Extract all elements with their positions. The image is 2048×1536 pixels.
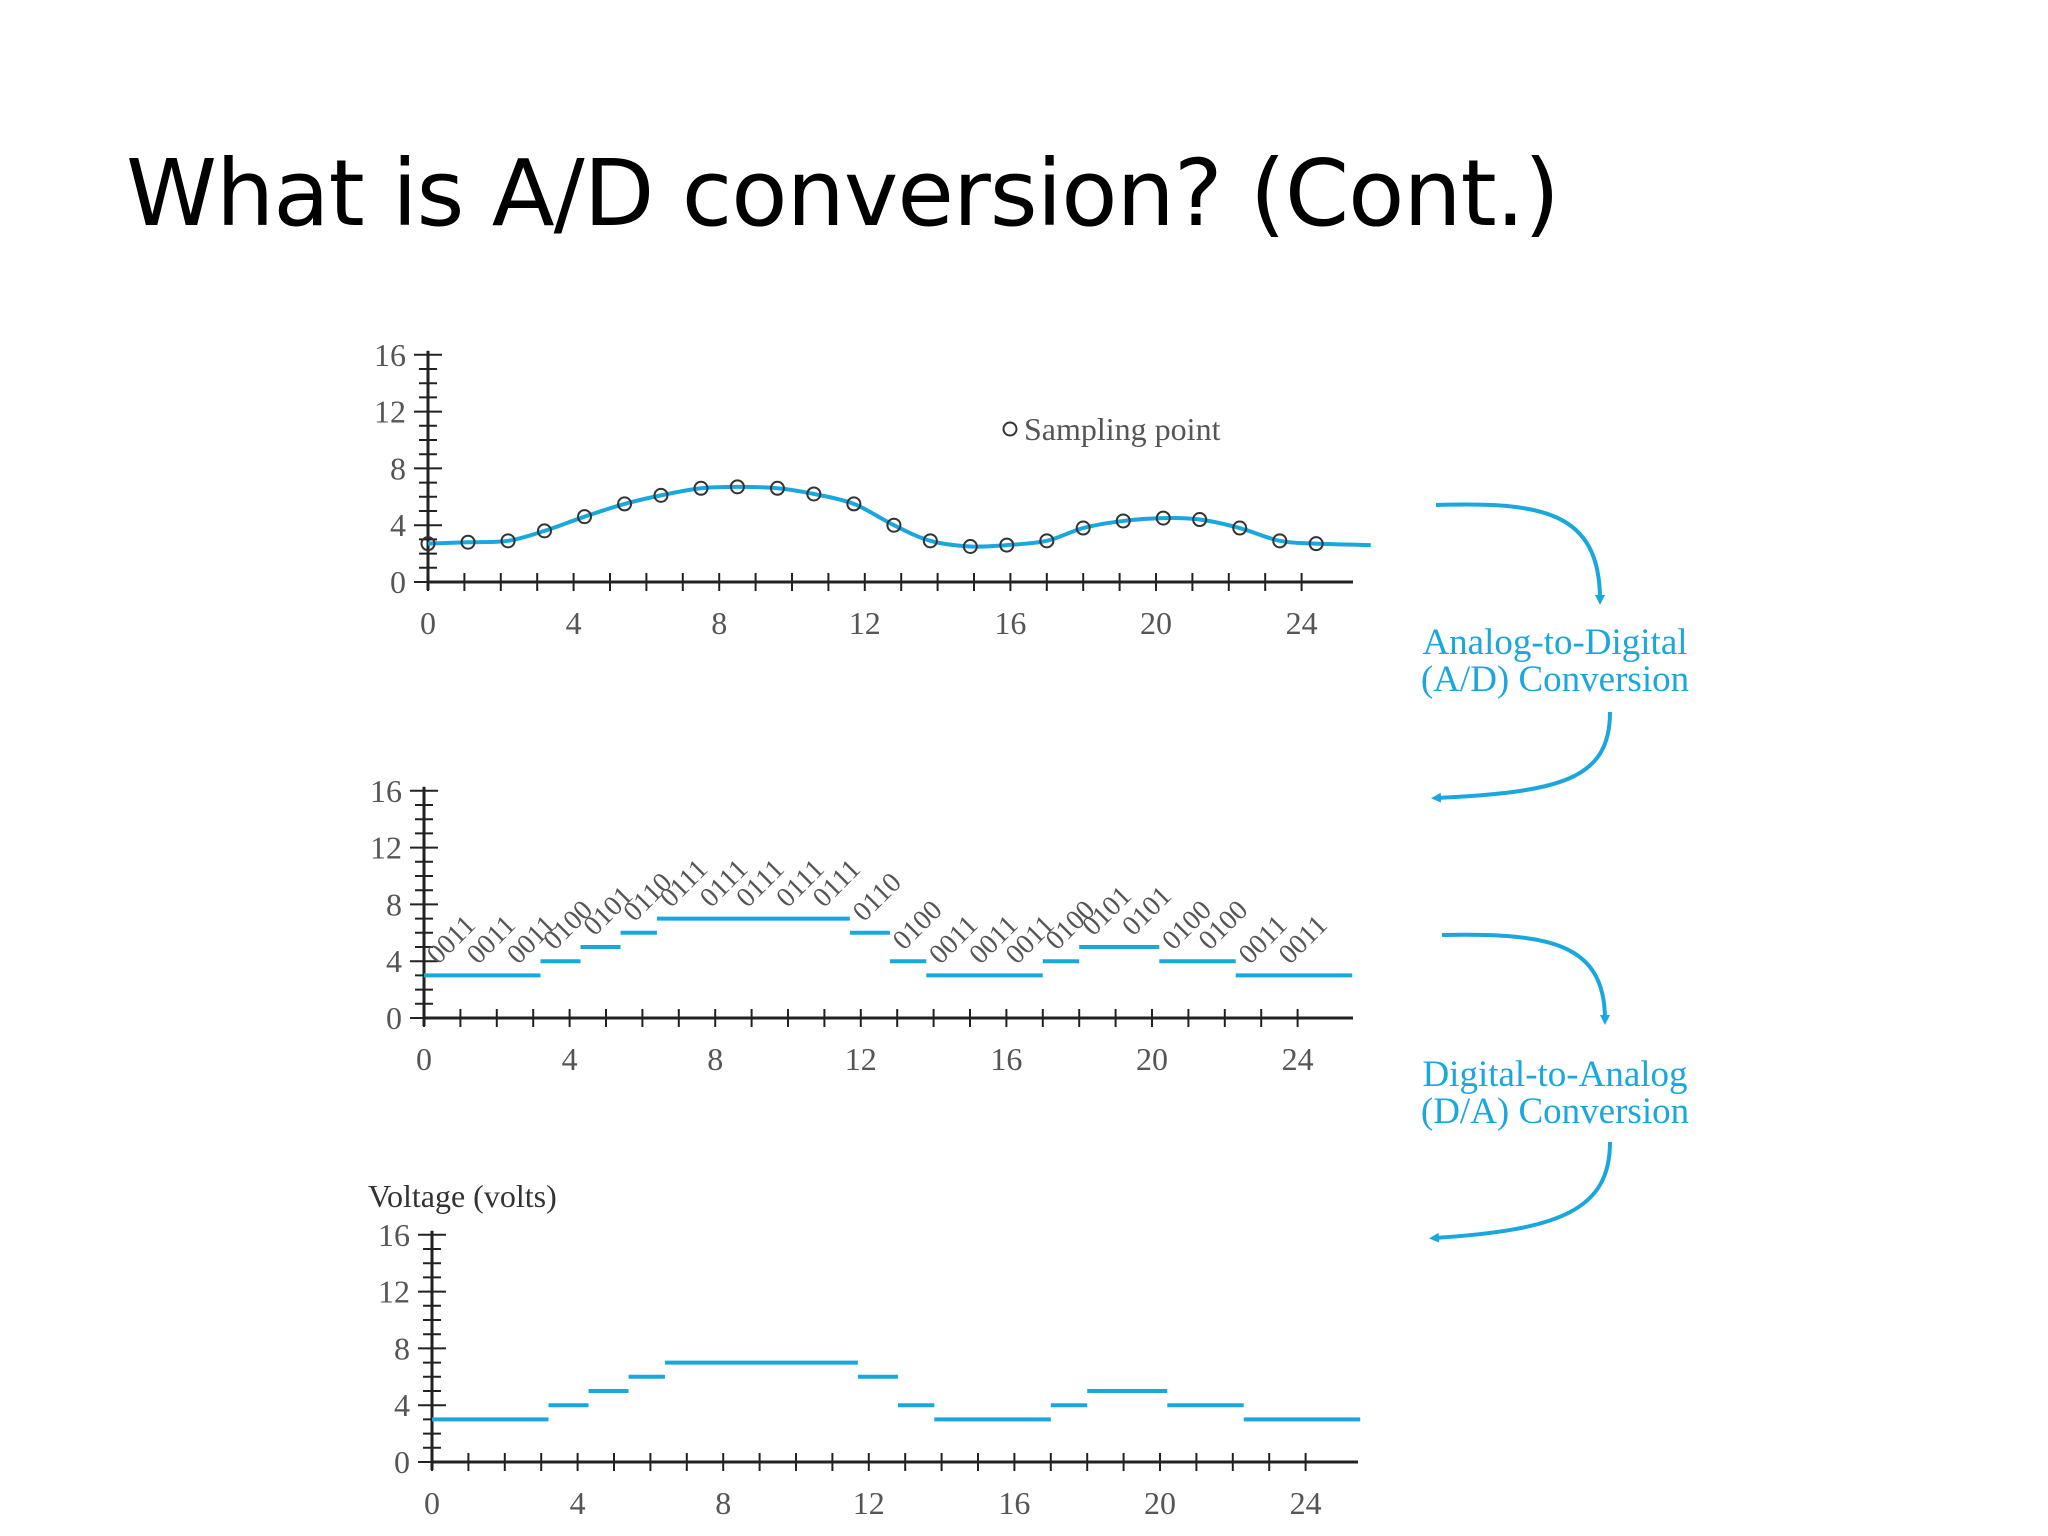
sampling-point (460, 534, 476, 550)
ad-arrow-top (1435, 502, 1605, 605)
y-tick-label: 12 (374, 394, 406, 430)
digital-codes-chart: 0 4 8 12 16 20 2416128400011001100110100010101… (370, 773, 1353, 1077)
sampling-point (999, 537, 1015, 553)
x-tick-label: 24 (1290, 1485, 1322, 1521)
sampling-point (1308, 536, 1324, 552)
analog-signal-line (427, 484, 1371, 549)
y-tick-label: 0 (386, 1000, 402, 1036)
sampling-point (1192, 512, 1208, 528)
x-tick-label: 12 (849, 605, 881, 641)
sampling-point (693, 480, 709, 496)
x-tick-label: 4 (562, 1041, 578, 1077)
x-tick-label: 12 (853, 1485, 885, 1521)
x-tick-label: 4 (570, 1485, 586, 1521)
x-tick-label: 0 (416, 1041, 432, 1077)
sampling-point (1232, 520, 1248, 536)
sampling-point (420, 536, 436, 552)
y-tick-label: 4 (390, 507, 406, 543)
da-label-line1: Digital-to-Analog (1422, 1054, 1688, 1095)
analog-signal-chart: 0 4 8 12 16 20 24 16 12 8 4 0 Sampling point (374, 337, 1371, 641)
x-tick-label: 4 (566, 605, 582, 641)
da-arrow-bottom (1429, 1141, 1612, 1243)
x-tick-label: 0 (424, 1485, 440, 1521)
sampling-point (1075, 520, 1091, 536)
sampling-point (1272, 533, 1288, 549)
sampling-point (769, 480, 785, 496)
y-tick-label: 8 (394, 1330, 410, 1366)
sampling-point (617, 496, 633, 512)
sampling-point (962, 539, 978, 554)
sampling-point (653, 487, 669, 503)
sampling-point (922, 533, 938, 549)
x-tick-label: 24 (1282, 1041, 1314, 1077)
y-tick-label: 12 (370, 830, 402, 866)
y-tick-label: 0 (394, 1444, 410, 1480)
sampling-point (1155, 510, 1171, 526)
da-label-line2: (D/A) Conversion (1420, 1091, 1690, 1132)
da-conversion-label: Digital-to-Analog (D/A) Conversion (1395, 1056, 1715, 1130)
sampling-point (806, 486, 822, 502)
x-tick-label: 8 (711, 605, 727, 641)
y-tick-label: 4 (386, 943, 402, 979)
x-tick-label: 24 (1286, 605, 1318, 641)
legend-marker (1002, 421, 1018, 437)
x-tick-label: 16 (990, 1041, 1022, 1077)
binary-code-label: 0011 (1273, 910, 1334, 971)
legend-label: Sampling point (1024, 411, 1221, 447)
y-tick-label: 12 (378, 1274, 410, 1310)
sampling-point (500, 533, 516, 549)
sampling-point (1039, 533, 1055, 549)
y-tick-label: 16 (370, 773, 402, 809)
sampling-point (1115, 513, 1131, 529)
y-tick-label: 8 (386, 886, 402, 922)
x-tick-label: 20 (1144, 1485, 1176, 1521)
x-tick-label: 16 (998, 1485, 1030, 1521)
sampling-point (577, 509, 593, 525)
ad-label-line1: Analog-to-Digital (1422, 622, 1688, 663)
sampling-point (536, 523, 552, 539)
y-tick-label: 0 (390, 564, 406, 600)
y-axis-label: Voltage (volts) (368, 1178, 557, 1214)
x-tick-label: 16 (994, 605, 1026, 641)
y-tick-label: 16 (378, 1217, 410, 1253)
ad-conversion-label: Analog-to-Digital (A/D) Conversion (1395, 624, 1715, 698)
sampling-point (886, 517, 902, 533)
ad-arrow-bottom (1431, 711, 1612, 803)
x-tick-label: 0 (420, 605, 436, 641)
y-tick-label: 4 (394, 1387, 410, 1423)
x-tick-label: 12 (845, 1041, 877, 1077)
ad-label-line2: (A/D) Conversion (1420, 659, 1690, 700)
y-tick-label: 8 (390, 450, 406, 486)
da-arrow-top (1441, 932, 1610, 1025)
y-tick-label: 16 (374, 337, 406, 373)
sampling-point (846, 496, 862, 512)
x-tick-label: 20 (1136, 1041, 1168, 1077)
x-tick-label: 20 (1140, 605, 1172, 641)
sampling-point (729, 479, 745, 495)
x-tick-label: 8 (707, 1041, 723, 1077)
slide-title: What is A/D conversion? (Cont.) (126, 140, 1560, 247)
output-voltage-chart: 0 4 8 12 16 20 24 16 12 8 4 0 Voltage (volts) (368, 1178, 1361, 1521)
x-tick-label: 8 (715, 1485, 731, 1521)
